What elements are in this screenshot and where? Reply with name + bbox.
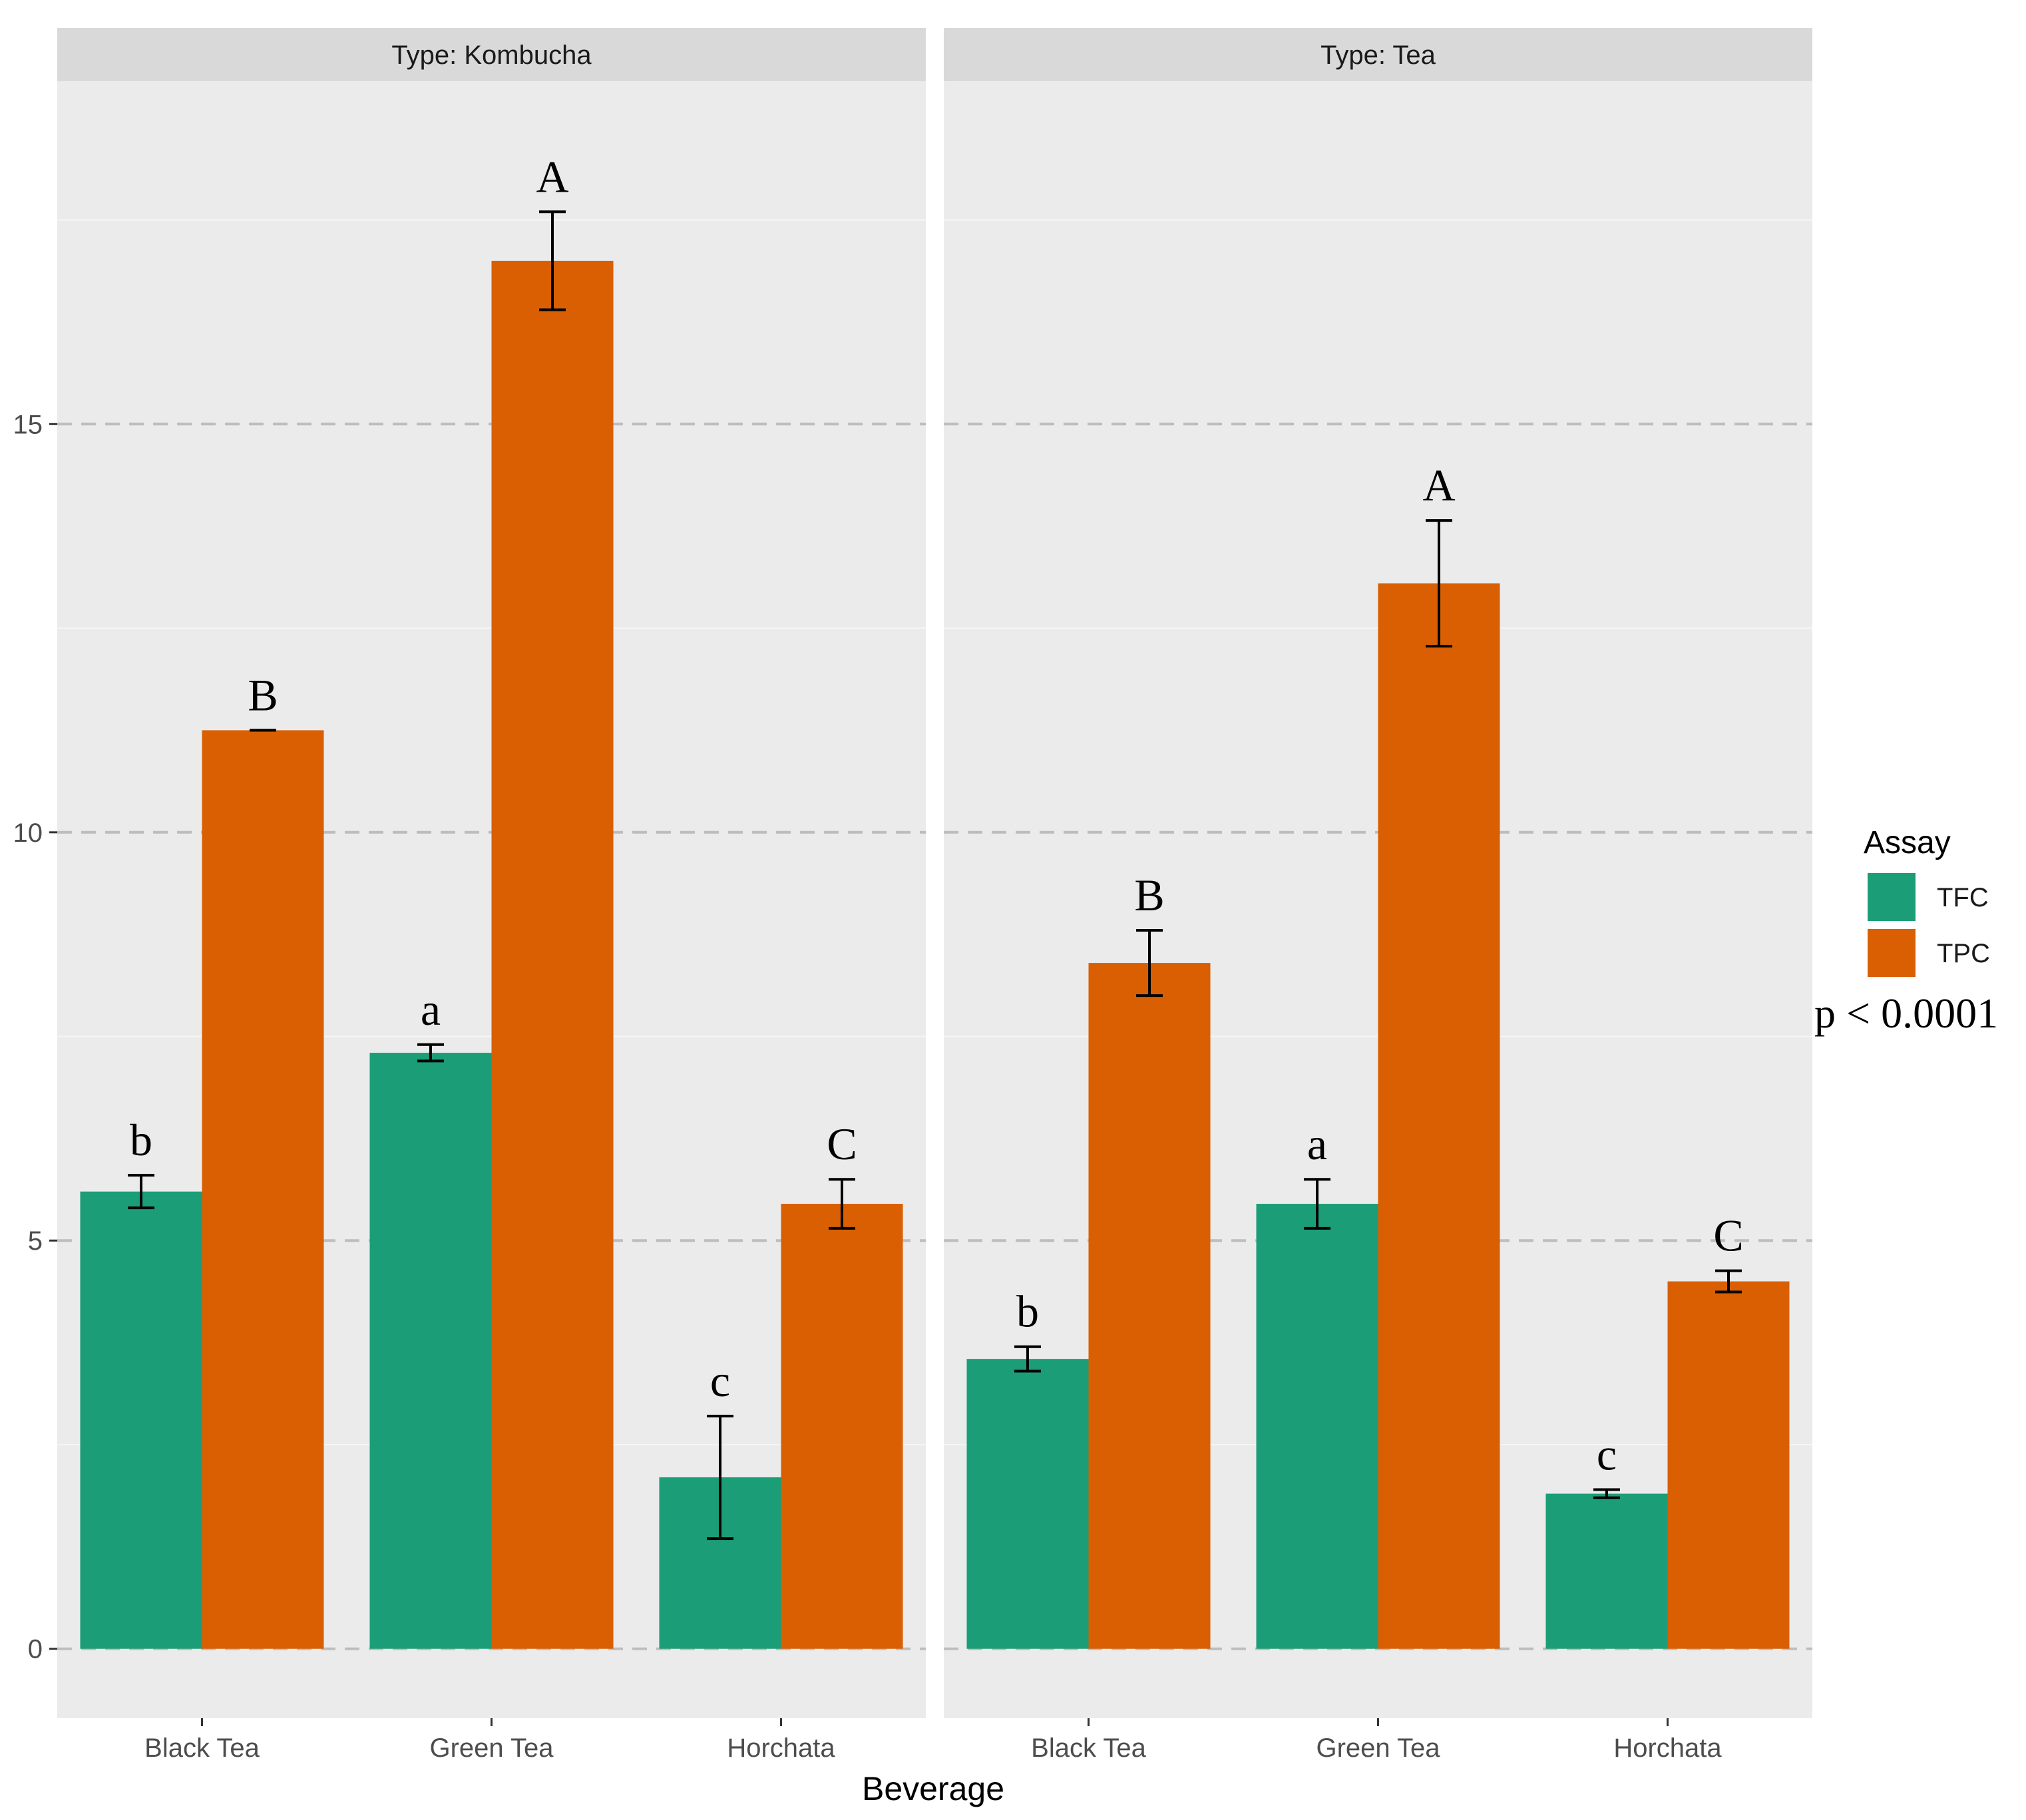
y-tick-label: 5 <box>28 1226 43 1256</box>
strip-label: Type: Kombucha <box>391 41 592 70</box>
sig-letter-tpc-horchata: C <box>1713 1210 1743 1261</box>
error-bar-tfc-black-tea <box>128 1174 154 1210</box>
y-axis: 0 5 10 15 <box>13 410 57 1664</box>
sig-letter-tfc-green-tea: a <box>421 984 441 1035</box>
error-bar-tpc-horchata <box>1715 1269 1742 1294</box>
strip-label: Type: Tea <box>1320 41 1436 70</box>
bar-tfc-horchata <box>1545 1493 1668 1649</box>
legend-key-tfc <box>1868 873 1916 921</box>
strip-background <box>944 28 1812 81</box>
bar-tpc-green-tea <box>1378 583 1500 1649</box>
bar-tpc-black-tea <box>1088 963 1211 1649</box>
panel-1: Type: Tea b B Black Tea a A Green Tea c C Horchat… <box>944 28 1812 1763</box>
error-bar-tpc-black-tea <box>1136 929 1163 998</box>
x-tick-label: Green Tea <box>1316 1733 1440 1763</box>
sig-letter-tpc-horchata: C <box>827 1119 857 1169</box>
sig-letter-tpc-green-tea: A <box>1422 460 1455 510</box>
bar-tfc-green-tea <box>1256 1204 1378 1649</box>
error-bar-tpc-green-tea <box>539 210 566 311</box>
error-bar-tfc-horchata <box>707 1415 733 1541</box>
legend: Assay TFC TPC <box>1864 825 1990 977</box>
legend-title: Assay <box>1864 825 1951 860</box>
sig-letter-tpc-black-tea: B <box>1134 870 1164 920</box>
bar-tfc-black-tea <box>80 1191 202 1649</box>
legend-label-tfc: TFC <box>1937 883 1989 912</box>
p-value-annotation: p < 0.0001 <box>1814 990 1998 1037</box>
x-tick-label: Green Tea <box>429 1733 554 1763</box>
sig-letter-tfc-green-tea: a <box>1307 1119 1327 1169</box>
x-axis-title: Beverage <box>862 1770 1004 1807</box>
error-bar-tfc-horchata <box>1593 1488 1620 1499</box>
error-bar-tfc-green-tea <box>1304 1178 1330 1230</box>
sig-letter-tfc-black-tea: b <box>1016 1286 1039 1337</box>
error-bar-tpc-horchata <box>829 1178 855 1230</box>
sig-letter-tfc-black-tea: b <box>130 1115 152 1165</box>
error-bar-tfc-green-tea <box>417 1043 444 1063</box>
bar-tpc-black-tea <box>202 730 324 1649</box>
panel-0: Type: Kombucha b B Black Tea a A Green Tea c C Ho… <box>57 28 926 1763</box>
error-bar-tpc-green-tea <box>1426 519 1452 648</box>
sig-letter-tfc-horchata: c <box>1597 1429 1617 1479</box>
y-tick-label: 0 <box>28 1635 43 1664</box>
y-tick-label: 15 <box>13 410 43 439</box>
x-axis: Beverage <box>862 1770 1004 1807</box>
error-bar-tfc-black-tea <box>1014 1345 1041 1373</box>
bar-tfc-green-tea <box>369 1053 492 1649</box>
legend-key-tpc <box>1868 929 1916 977</box>
x-tick-label: Horchata <box>727 1733 835 1763</box>
x-tick-label: Horchata <box>1613 1733 1722 1763</box>
legend-label-tpc: TPC <box>1937 939 1990 968</box>
sig-letter-tpc-green-tea: A <box>536 151 568 202</box>
bar-tpc-green-tea <box>491 260 614 1649</box>
sig-letter-tfc-horchata: c <box>710 1356 730 1406</box>
x-tick-label: Black Tea <box>144 1733 260 1763</box>
panels-layer: Type: Kombucha b B Black Tea a A Green Tea c C Ho… <box>57 28 1812 1763</box>
x-tick-label: Black Tea <box>1031 1733 1146 1763</box>
sig-letter-tpc-black-tea: B <box>248 669 278 720</box>
bar-tpc-horchata <box>781 1204 903 1649</box>
bar-tpc-horchata <box>1667 1281 1790 1649</box>
strip-background <box>57 28 926 81</box>
bar-tfc-black-tea <box>966 1359 1089 1649</box>
y-tick-label: 10 <box>13 819 43 848</box>
